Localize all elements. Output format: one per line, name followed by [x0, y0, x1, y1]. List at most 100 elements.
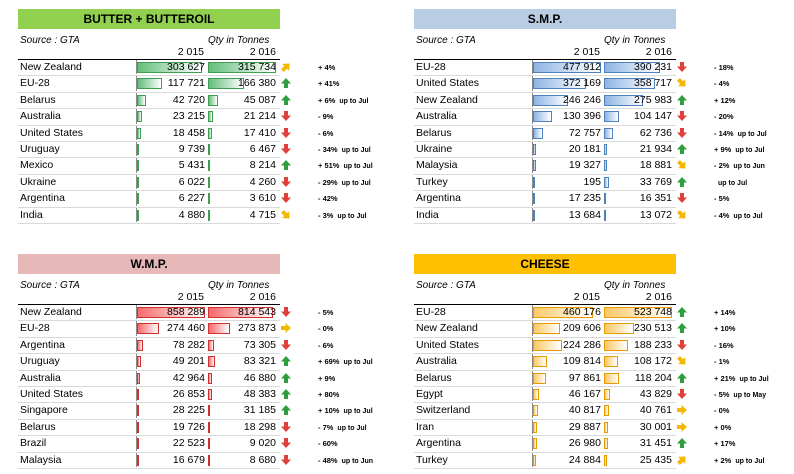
year-2016-value: 13 072: [639, 208, 672, 221]
year-2016-bar: [208, 94, 218, 106]
country-label: Belarus: [20, 420, 56, 433]
data-table: EU-28 460 176 523 748 + 14% New Zealand 209 6…: [414, 304, 769, 469]
year-2016-value: 4 715: [249, 208, 276, 221]
year-2015-cell: 19 726: [136, 419, 207, 435]
change-value: + 69%: [318, 357, 340, 367]
change-cell: + 9% up to Jul: [714, 145, 764, 154]
period-note: up to Jul: [341, 146, 371, 154]
country-label: Argentina: [416, 192, 461, 205]
year-2016-bar: [604, 454, 607, 466]
country-label: EU-28: [20, 77, 50, 90]
year-2016-cell: 814 543: [208, 305, 278, 319]
year-2016-cell: 73 305: [208, 338, 278, 352]
country-label: Argentina: [20, 338, 65, 351]
year-2015-cell: 72 757: [532, 125, 603, 140]
year-2016-bar: [208, 438, 210, 450]
source-label: Source : GTA: [20, 35, 80, 46]
year-2015-value: 97 861: [568, 371, 601, 384]
year-2015-cell: 460 176: [532, 305, 603, 320]
year-2015-bar: [137, 323, 159, 335]
up-arrow-icon: [677, 323, 687, 334]
change-cell: - 6%: [318, 341, 333, 350]
year-2016-bar: [604, 405, 609, 417]
period-note: up to Jul: [737, 130, 767, 138]
change-value: - 0%: [318, 324, 334, 334]
year-2015-bar: [137, 143, 139, 155]
change-value: + 12%: [714, 95, 736, 105]
down-arrow-icon: [281, 454, 291, 465]
change-value: - 4%: [714, 210, 730, 220]
change-value: - 1%: [714, 357, 730, 367]
country-label: New Zealand: [20, 61, 82, 73]
country-label: Australia: [416, 110, 457, 123]
year-2015-bar: [137, 405, 139, 417]
down-right-arrow-icon: [677, 78, 686, 87]
year-2015-bar: [137, 438, 139, 450]
table-row: EU-28 460 176 523 748 + 14%: [414, 304, 735, 322]
table-row: Iran 29 887 30 001 + 0%: [414, 419, 731, 437]
down-arrow-icon: [677, 339, 687, 350]
year-2016-value: 46 880: [243, 371, 276, 384]
table-header: Source : GTA Qty in Tonnes 2 015 2 016: [18, 29, 280, 59]
data-table: New Zealand 858 289 814 543 - 5% EU-28 274 46…: [18, 304, 373, 469]
table-row: Australia 130 396 104 147 - 20%: [414, 109, 734, 126]
year-2015-cell: 6 227: [136, 191, 207, 206]
change-cell: - 42%: [318, 194, 338, 203]
year-2016-value: 275 983: [634, 93, 672, 106]
change-value: + 80%: [318, 389, 340, 399]
year-2016-value: 18 881: [639, 159, 672, 172]
period-note: up to Jul: [739, 375, 769, 383]
table-row: Malaysia 16 679 8 680 - 48% up to Jun: [18, 452, 373, 469]
table-row: India 13 684 13 072 - 4% up to Jul: [414, 207, 763, 224]
year-2015-cell: 42 720: [136, 92, 207, 108]
change-cell: + 80%: [318, 390, 339, 399]
unit-label: Qty in Tonnes: [208, 280, 270, 291]
year-2015-cell: 4 880: [136, 207, 207, 222]
unit-label: Qty in Tonnes: [208, 35, 270, 46]
year-2015-value: 117 721: [167, 77, 205, 90]
change-value: - 4%: [714, 79, 730, 89]
year-2016-value: 6 467: [249, 142, 276, 155]
country-label: Belarus: [416, 126, 452, 139]
table-header: Source : GTA Qty in Tonnes 2 015 2 016: [18, 274, 280, 304]
change-value: - 29%: [318, 177, 338, 187]
year-2015-cell: 109 814: [532, 354, 603, 369]
unit-label: Qty in Tonnes: [604, 35, 666, 46]
year-2015-value: 4 880: [178, 208, 205, 221]
source-label: Source : GTA: [416, 280, 476, 291]
year-2016-bar: [208, 339, 214, 351]
down-arrow-icon: [281, 127, 291, 138]
year-2016-cell: 40 761: [604, 403, 674, 417]
down-arrow-icon: [281, 307, 291, 317]
change-cell: - 16%: [714, 341, 734, 350]
year-2016-value: 21 214: [243, 110, 276, 123]
year-2016-value: 8 680: [249, 453, 276, 466]
country-label: Australia: [416, 355, 457, 368]
up-arrow-icon: [281, 356, 291, 367]
year-2015-cell: 42 964: [136, 370, 207, 385]
year-2015-value: 209 606: [563, 322, 601, 335]
year-2015-value: 40 817: [568, 404, 601, 417]
year-2015-header: 2 015: [177, 46, 204, 58]
country-label: United States: [416, 77, 480, 90]
table-row: India 4 880 4 715 - 3% up to Jul: [18, 207, 367, 224]
year-2015-header: 2 015: [573, 46, 600, 58]
year-2016-bar: [604, 372, 619, 384]
year-2016-bar: [208, 372, 212, 384]
year-2015-value: 29 887: [568, 420, 601, 433]
change-value: + 9%: [318, 373, 336, 383]
year-2016-bar: [208, 307, 273, 318]
year-2016-bar: [208, 160, 210, 172]
year-2016-bar: [208, 356, 215, 368]
table-row: United States 372 169 358 717 - 4%: [414, 76, 729, 93]
panel-title: W.M.P.: [18, 254, 280, 274]
year-2015-cell: 9 739: [136, 141, 207, 157]
year-2015-cell: 195: [532, 174, 603, 190]
year-2016-value: 25 435: [639, 453, 672, 466]
year-2016-cell: 13 072: [604, 208, 674, 222]
year-2016-bar: [208, 78, 244, 90]
year-2016-bar: [604, 62, 660, 73]
year-2015-bar: [533, 421, 537, 433]
year-2015-bar: [533, 94, 568, 106]
year-2015-cell: 22 523: [136, 436, 207, 451]
